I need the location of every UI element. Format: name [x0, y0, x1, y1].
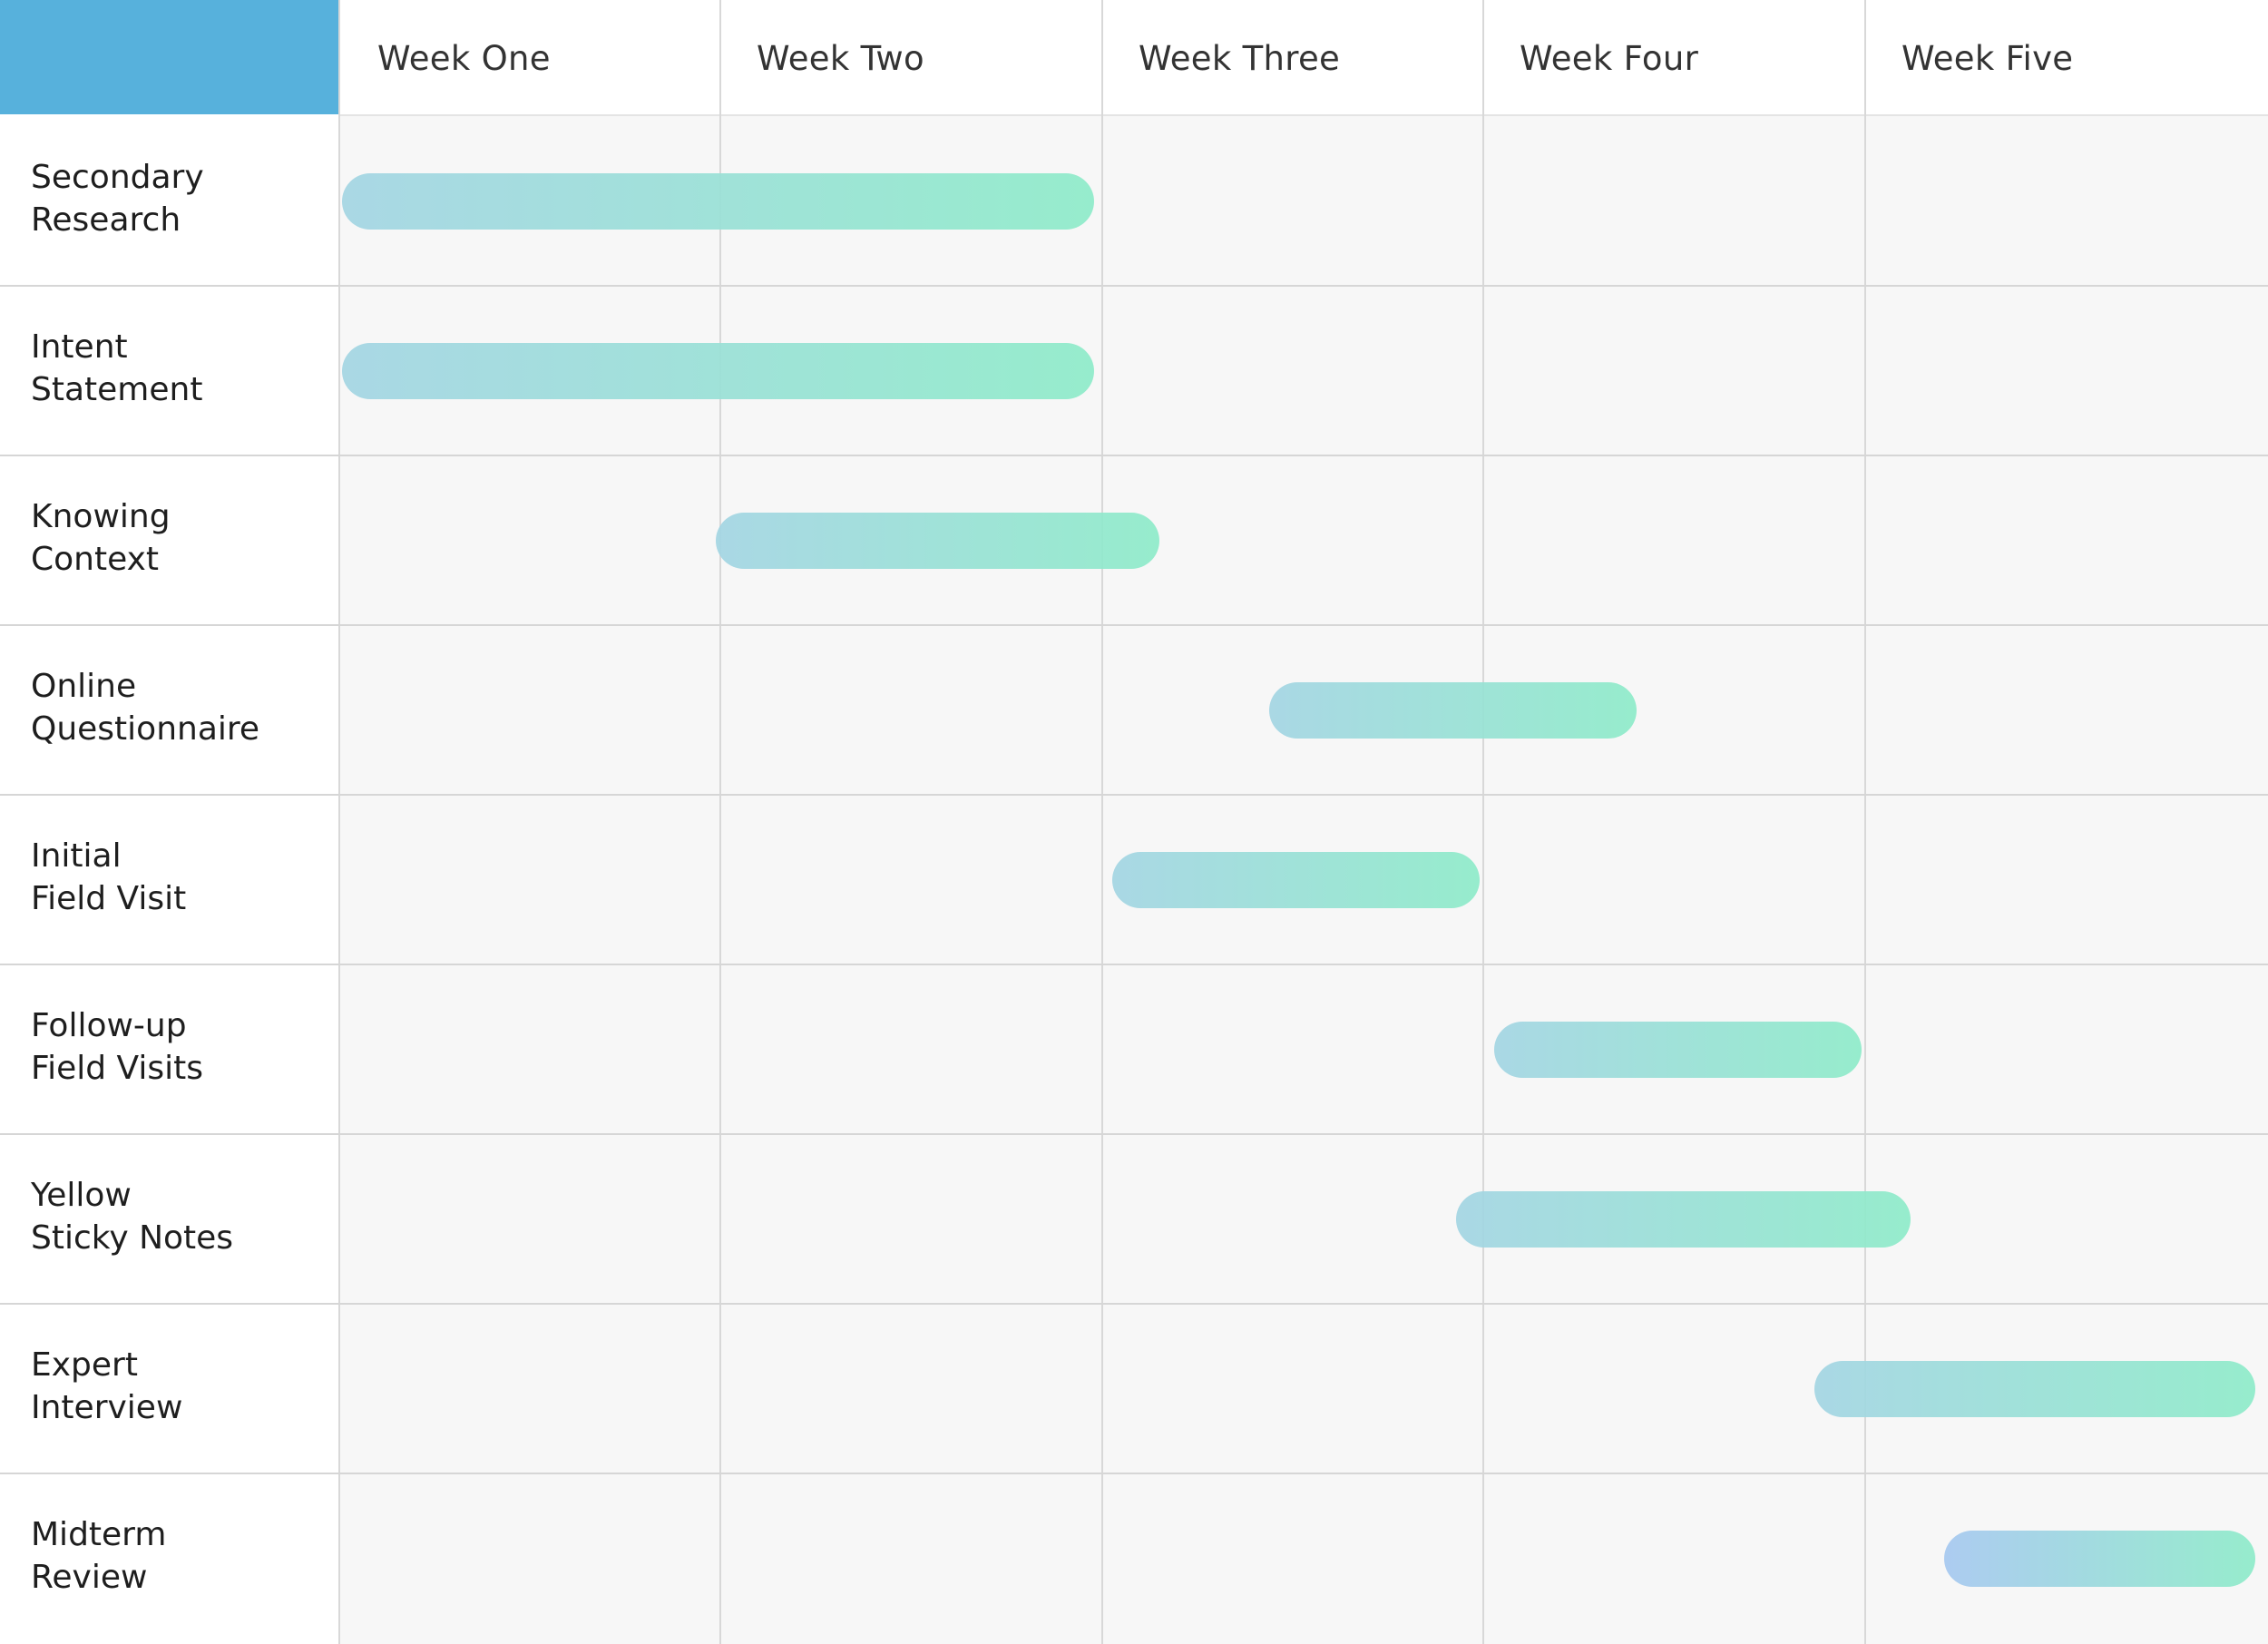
week-divider-line [1482, 0, 1484, 1644]
task-bar [716, 513, 1159, 569]
week-header-row [339, 0, 2268, 116]
week-divider-line [1864, 0, 1866, 1644]
task-label: Follow-up Field Visits [31, 1007, 204, 1087]
task-bar [1456, 1191, 1911, 1248]
task-bar [1814, 1361, 2255, 1417]
task-bar [1944, 1531, 2255, 1587]
row-divider-line [0, 794, 2268, 796]
row-divider-line [0, 1303, 2268, 1305]
row-divider-line [0, 455, 2268, 456]
row-divider-line [0, 964, 2268, 965]
task-label: Yellow Sticky Notes [31, 1177, 234, 1257]
week-column-header: Week One [377, 39, 551, 78]
week-column-header: Week Three [1139, 39, 1341, 78]
task-label: Initial Field Visit [31, 837, 187, 917]
task-label: Midterm Review [31, 1516, 167, 1596]
week-divider-line [338, 0, 340, 1644]
task-bar [1269, 682, 1637, 739]
task-label-column [0, 116, 339, 1644]
row-divider-line [0, 285, 2268, 287]
week-divider-line [719, 0, 721, 1644]
task-label: Secondary Research [31, 159, 204, 239]
week-divider-line [1101, 0, 1103, 1644]
corner-cell [0, 0, 339, 114]
week-column-header: Week Four [1520, 39, 1699, 78]
task-bar [1494, 1022, 1862, 1078]
row-divider-line [0, 1133, 2268, 1135]
task-bar [342, 173, 1094, 230]
task-bar [1112, 852, 1480, 908]
week-column-header: Week Five [1901, 39, 2074, 78]
row-divider-line [0, 1473, 2268, 1474]
task-label: Expert Interview [31, 1346, 183, 1426]
row-divider-line [0, 624, 2268, 626]
task-bar [342, 343, 1094, 399]
task-label: Intent Statement [31, 328, 203, 408]
week-column-header: Week Two [757, 39, 924, 78]
task-label: Online Questionnaire [31, 668, 260, 748]
task-label: Knowing Context [31, 498, 171, 578]
